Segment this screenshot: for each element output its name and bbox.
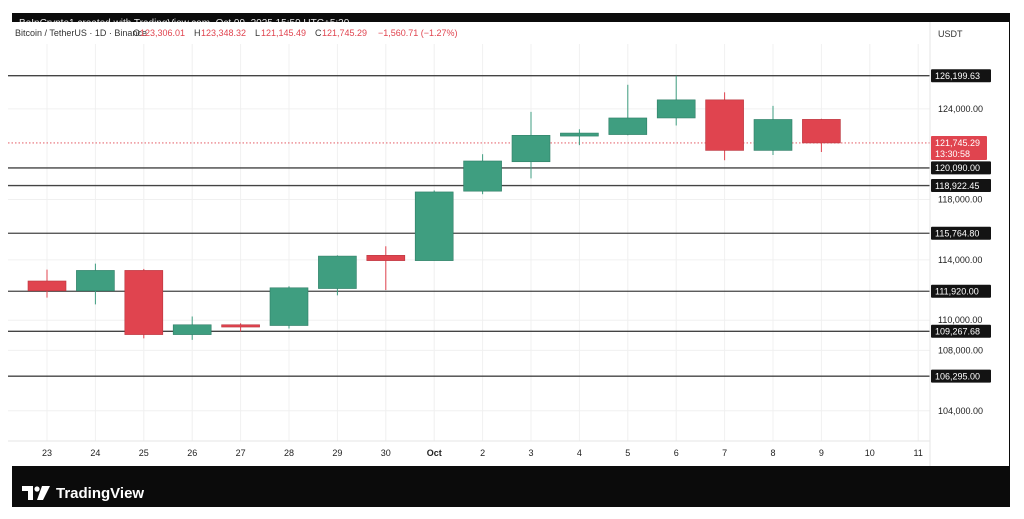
chart-area[interactable]: 126,199.63 120,090.00 118,922.45 115,764.80… [8,22,1009,466]
level-tag-label: 109,267.68 [935,326,980,336]
legend-low-label: L [255,28,260,38]
candle-body[interactable] [560,132,599,137]
candles[interactable] [27,75,841,340]
legend-low: 121,145.49 [261,28,306,38]
x-tick-label: 28 [284,448,294,458]
legend-high: 123,348.32 [201,28,246,38]
x-tick-label: 24 [90,448,100,458]
y-tick-label: 108,000.00 [938,345,983,355]
candle-body[interactable] [511,135,551,163]
x-tick-label: 8 [770,448,775,458]
current-price-tag-bg [931,135,987,160]
x-tick-label: 25 [139,448,149,458]
x-tick-label: 23 [42,448,52,458]
candle-body[interactable] [366,255,406,261]
y-tick-label: 124,000.00 [938,104,983,114]
axes: 104,000.00 108,000.00 110,000.00 114,000.00… [8,22,983,466]
legend-symbol: Bitcoin / TetherUS · 1D · Binance [15,28,147,38]
candle-body[interactable] [414,191,454,261]
plot-background [8,22,1009,466]
brand-name: TradingView [56,484,145,502]
level-tag-bg [931,324,991,338]
candle-body[interactable] [656,99,696,119]
level-tag-bg [931,369,991,383]
candle-body[interactable] [76,270,115,292]
x-tick-label: 26 [187,448,197,458]
y-tick-label: 104,000.00 [938,406,983,416]
level-tag-label: 126,199.63 [935,71,980,81]
level-tag-label: 111,920.00 [935,286,979,296]
current-price-tag: 121,745.29 [935,138,980,148]
tradingview-logo-icon [22,486,50,500]
level-tag-bg [931,284,991,298]
x-tick-label: Oct [427,448,442,458]
candle-body[interactable] [463,160,502,192]
x-tick-label: 30 [381,448,391,458]
legend: Bitcoin / TetherUS · 1D · Binance O 123,… [15,28,963,39]
x-tick-label: 2 [480,448,485,458]
level-tag-label: 115,764.80 [935,228,979,238]
level-tag-label: 120,090.00 [935,163,980,173]
candle-body[interactable] [172,324,212,335]
x-tick-label: 7 [722,448,727,458]
level-tag-bg [931,179,991,193]
x-tick-label: 27 [236,448,246,458]
x-tick-label: 4 [577,448,582,458]
legend-high-label: H [194,28,201,38]
legend-open-label: O [133,28,140,38]
candle-body[interactable] [802,119,841,144]
legend-close: 121,745.29 [322,28,367,38]
candle-body[interactable] [705,99,744,151]
x-tick-label: 3 [528,448,533,458]
x-tick-label: 9 [819,448,824,458]
y-tick-label: 110,000.00 [938,315,982,325]
legend-change: −1,560.71 (−1.27%) [378,28,458,38]
level-tag-bg [931,161,991,175]
y-tick-label: 118,000.00 [938,194,982,204]
x-tick-label: 6 [674,448,679,458]
x-tick-label: 29 [332,448,342,458]
legend-close-label: C [315,28,322,38]
candle-body[interactable] [124,270,164,335]
x-tick-label: 10 [865,448,875,458]
candle-countdown: 13:30:58 [935,149,970,159]
x-tick-label: 5 [625,448,630,458]
x-tick-label: 11 [914,448,923,458]
candle-body[interactable] [318,255,357,289]
currency-label: USDT [938,29,963,39]
level-tag-label: 118,922.45 [935,181,979,191]
y-tick-label: 114,000.00 [938,255,982,265]
candle-body[interactable] [269,287,309,326]
legend-open: 123,306.01 [140,28,185,38]
candle-body[interactable] [753,119,793,151]
level-tag-label: 106,295.00 [935,371,980,381]
price-chart[interactable]: 126,199.63 120,090.00 118,922.45 115,764.80… [8,22,1009,466]
candle-body[interactable] [221,324,260,328]
tradingview-brand[interactable]: TradingView [22,481,144,505]
candle-body[interactable] [27,280,67,292]
candle-body[interactable] [608,117,648,135]
level-tag-bg [931,69,991,83]
bottom-bar: TradingView [12,478,1010,507]
level-tag-bg [931,226,991,240]
